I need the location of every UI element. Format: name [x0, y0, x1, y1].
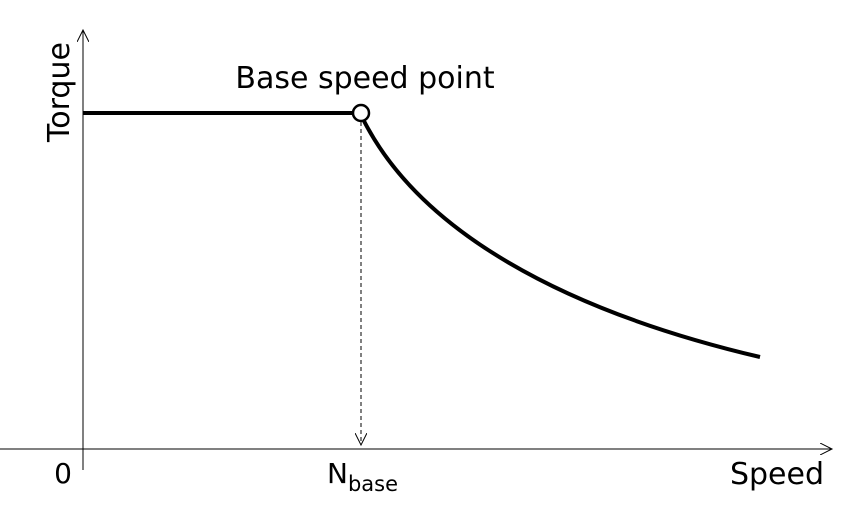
base-speed-label: Nbase	[327, 457, 398, 496]
y-axis-label: Torque	[42, 42, 77, 143]
x-axis-label: Speed	[730, 457, 824, 492]
base-speed-point	[351, 103, 371, 123]
base-speed-main: N	[327, 457, 348, 490]
constant-power-curve	[362, 120, 761, 359]
base-speed-subscript: base	[348, 472, 398, 496]
annotation: Base speed point	[235, 61, 495, 96]
origin-label: 0	[54, 457, 72, 490]
